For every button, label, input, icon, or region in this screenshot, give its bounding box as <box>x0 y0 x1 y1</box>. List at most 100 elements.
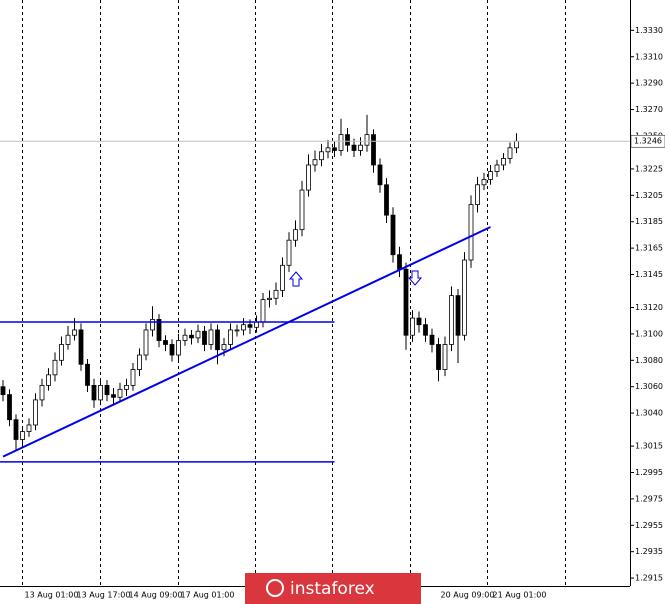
candle-body <box>325 147 331 153</box>
candle-body <box>254 321 259 328</box>
candle-body <box>91 384 97 401</box>
x-tick-label: 14 Aug 09:00 <box>129 591 183 600</box>
candle-body <box>462 259 467 336</box>
candle-body <box>442 344 448 370</box>
candle-body <box>319 151 324 161</box>
candle-body <box>260 299 266 323</box>
y-tick-label: 1.2915 <box>635 574 663 583</box>
candle-body <box>436 344 441 370</box>
candle-body <box>215 329 220 351</box>
candle-body <box>475 184 480 205</box>
watermark: instaforex <box>290 579 375 599</box>
candle-body <box>416 317 422 326</box>
candle-body <box>247 324 253 328</box>
candle-body <box>449 295 454 345</box>
candle-body <box>423 324 428 336</box>
candle-body <box>137 354 142 370</box>
candle-body <box>267 297 272 300</box>
candle-body <box>364 134 370 146</box>
y-tick-label: 1.2935 <box>635 547 663 556</box>
logo <box>266 579 284 597</box>
candle-body <box>514 140 519 149</box>
candle-body <box>195 330 201 339</box>
y-tick-label: 1.3015 <box>635 442 663 451</box>
candle-body <box>410 317 415 336</box>
candle-body <box>345 134 350 146</box>
candle-body <box>72 329 77 336</box>
candle-body <box>338 134 344 151</box>
candle-body <box>293 229 298 241</box>
candle-body <box>189 334 194 339</box>
candle-body <box>26 424 32 432</box>
candle-body <box>488 171 493 180</box>
x-tick-label: 13 Aug 17:00 <box>77 591 131 600</box>
watermark-banner: instaforex <box>245 573 421 604</box>
candle-body <box>124 384 129 390</box>
candle-body <box>104 384 110 396</box>
candle-body <box>150 318 155 331</box>
candle-body <box>117 388 123 398</box>
candle-body <box>306 164 311 191</box>
candle-body <box>234 329 240 332</box>
y-tick-label: 1.3270 <box>635 105 663 114</box>
up-arrow <box>288 271 304 287</box>
candle-body <box>377 164 383 186</box>
candle-body <box>208 329 214 345</box>
candle-body <box>332 147 337 151</box>
candle-body <box>33 399 38 426</box>
candle-body <box>390 214 396 256</box>
y-tick-label: 1.3330 <box>635 26 663 35</box>
candle-body <box>273 289 279 299</box>
candle-body <box>111 394 116 398</box>
y-tick-label: 1.2995 <box>635 468 663 477</box>
candle-body <box>143 329 149 356</box>
y-tick-label: 1.3040 <box>635 409 663 418</box>
candle-body <box>65 334 71 345</box>
y-tick-label: 1.3205 <box>635 191 663 200</box>
y-tick-label: 1.3145 <box>635 270 663 279</box>
candle-body <box>156 318 162 341</box>
candle-body <box>241 324 246 331</box>
y-tick-label: 1.3185 <box>635 217 663 226</box>
y-tick-label: 1.3120 <box>635 303 663 312</box>
candle-body <box>384 184 389 216</box>
x-tick-label: 13 Aug 01:00 <box>25 591 79 600</box>
candle-body <box>429 334 435 345</box>
y-tick-label: 1.2955 <box>635 521 663 530</box>
candle-body <box>280 264 285 291</box>
candle-body <box>130 369 136 386</box>
y-tick-label: 1.3310 <box>635 52 663 61</box>
candle-body <box>403 268 409 336</box>
candle-body <box>39 384 45 401</box>
candle-body <box>7 394 12 421</box>
candle-body <box>481 179 487 186</box>
candle-body <box>59 344 64 361</box>
y-tick-label: 1.3225 <box>635 164 663 173</box>
x-tick-label: 21 Aug 01:00 <box>493 591 547 600</box>
candle-body <box>202 330 207 345</box>
candle-body <box>46 374 51 386</box>
current-price-box <box>630 134 665 148</box>
plot <box>0 114 519 451</box>
current-price-label: 1.3246 <box>634 137 662 146</box>
candle-body <box>455 295 461 336</box>
y-tick-label: 1.3290 <box>635 79 663 88</box>
y-tick-label: 1.3060 <box>635 382 663 391</box>
candle-body <box>228 329 233 345</box>
candle-body <box>0 386 6 396</box>
candle-body <box>371 134 376 166</box>
trend-line <box>2 226 491 458</box>
candle-body <box>286 239 292 266</box>
candle-body <box>221 344 227 351</box>
candle-body <box>397 254 402 270</box>
down-arrow <box>407 270 423 286</box>
candle-body <box>52 359 58 376</box>
candle-body <box>299 189 305 231</box>
candle-body <box>98 384 103 401</box>
candle-body <box>13 419 19 440</box>
candle-body <box>494 164 500 172</box>
candle-body <box>358 144 363 151</box>
x-tick-label: 20 Aug 09:00 <box>441 591 495 600</box>
y-tick-label: 1.3165 <box>635 244 663 253</box>
